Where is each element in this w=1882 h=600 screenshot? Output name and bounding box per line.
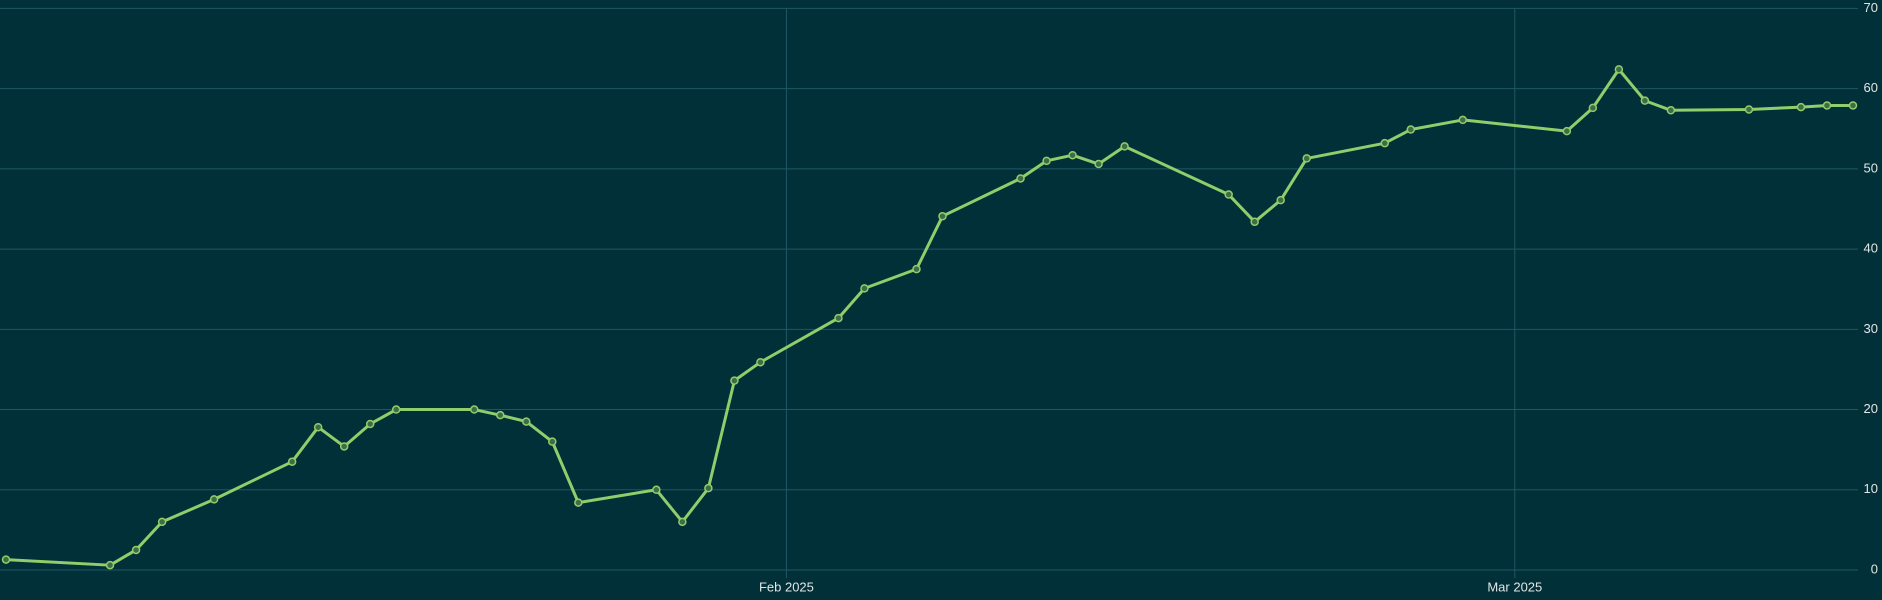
y-tick-label: 20 [1864, 401, 1878, 416]
data-point [548, 437, 557, 446]
y-tick-label: 60 [1864, 80, 1878, 95]
data-point [912, 264, 921, 274]
data-point [1016, 174, 1025, 183]
x-tick-label: Feb 2025 [759, 579, 814, 594]
data-point [860, 284, 869, 293]
data-point [313, 422, 323, 432]
data-point [938, 211, 947, 221]
y-tick-label: 0 [1871, 561, 1878, 576]
data-point [652, 485, 661, 495]
data-point [1666, 106, 1676, 115]
data-point [1, 555, 11, 564]
data-point [1120, 142, 1129, 151]
data-point [1562, 126, 1572, 136]
x-tick-label: Mar 2025 [1487, 579, 1542, 594]
data-point [105, 560, 115, 570]
data-point [1250, 217, 1259, 227]
data-point [1406, 125, 1416, 134]
data-point [1848, 101, 1858, 110]
data-point [1588, 103, 1598, 113]
y-tick-label: 30 [1864, 321, 1878, 336]
data-point [1796, 102, 1806, 112]
y-tick-label: 10 [1864, 481, 1878, 496]
data-point [1094, 159, 1103, 169]
data-point [1458, 115, 1468, 125]
y-tick-label: 50 [1864, 160, 1878, 175]
data-point [1640, 96, 1650, 105]
data-point [522, 417, 531, 426]
data-point [157, 517, 167, 527]
data-point [391, 405, 401, 414]
data-point [704, 483, 713, 493]
data-point [365, 419, 375, 429]
data-point [209, 495, 219, 504]
data-point [1068, 150, 1077, 160]
data-point [834, 313, 843, 323]
data-point [1042, 156, 1051, 166]
data-point [1822, 101, 1832, 110]
data-point [131, 545, 141, 555]
data-point [678, 517, 687, 527]
data-point [470, 405, 479, 414]
data-point [1380, 138, 1389, 148]
data-point [1614, 65, 1624, 74]
data-point [756, 357, 765, 367]
data-point [1224, 190, 1233, 199]
y-tick-label: 70 [1864, 0, 1878, 15]
data-point [730, 376, 739, 385]
data-point [1302, 154, 1311, 163]
y-tick-label: 40 [1864, 241, 1878, 256]
data-point [574, 498, 583, 507]
data-point [1276, 195, 1285, 205]
data-point [339, 442, 349, 451]
data-point [1744, 105, 1754, 114]
data-point [287, 457, 297, 466]
data-point [496, 410, 505, 420]
